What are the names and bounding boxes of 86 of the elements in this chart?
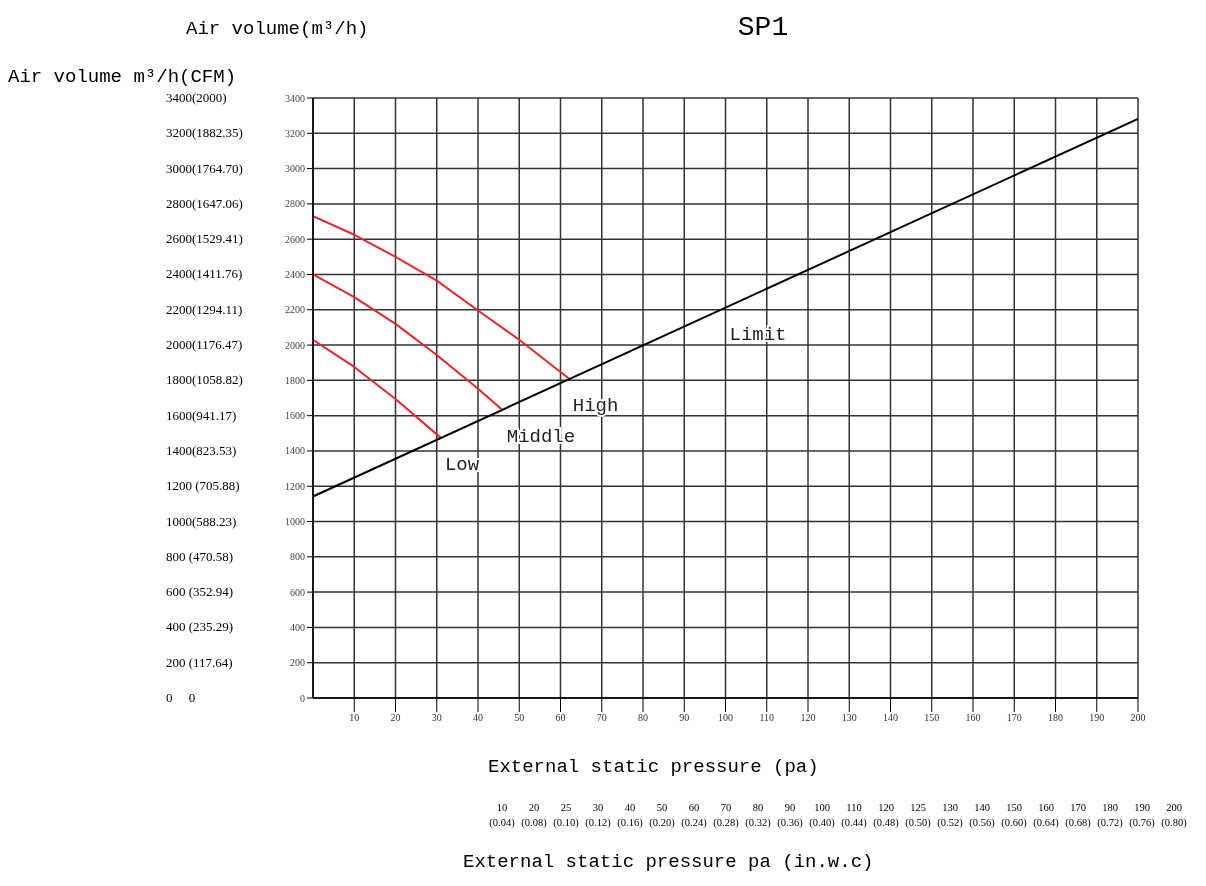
y-tick-label: 600 [290,586,305,598]
text: 25 (0.10) [552,801,580,830]
y-tick-label: 2600 [285,233,305,245]
text: 1000(588.23) [166,513,237,530]
y-tick-label: 200 [290,657,305,669]
text: 125 (0.50) [904,801,932,830]
text: 0 0 [166,690,196,706]
line-series [313,215,570,380]
y-tick-label: 1800 [285,374,305,386]
text: 10 (0.04) [488,801,516,830]
line-series [313,338,442,439]
y-axis-title: Air volume(m³/h) [186,18,369,40]
y-tick-label: 2000 [285,339,305,351]
y-tick-label: 3000 [285,163,305,175]
text: 90 (0.36) [776,801,804,830]
text: 140 (0.56) [968,801,996,830]
x-tick-label: 150 [924,712,940,724]
y-tick-label: 0 [300,692,305,704]
y-tick-label: 1200 [285,480,305,492]
text: 190 (0.76) [1128,801,1156,830]
x-tick-label: 50 [514,712,525,724]
y-tick-label: 1600 [285,410,305,422]
text: 50 (0.20) [648,801,676,830]
text: 20 (0.08) [520,801,548,830]
text: 600 (352.94) [166,584,234,601]
text: 120 (0.48) [872,801,900,830]
x-tick-label: 180 [1048,712,1063,724]
text: 80 (0.32) [744,801,772,830]
text: 1600(941.17) [166,407,237,424]
y-tick-label: 1000 [285,516,305,528]
text: 110 (0.44) [840,801,868,830]
text: 150 (0.60) [1000,801,1028,830]
text: 170 (0.68) [1064,801,1092,830]
y-tick-label: 3200 [285,127,305,139]
text: 60 (0.24) [680,801,708,830]
y-tick-label: 1400 [285,445,305,457]
x-tick-label: 120 [800,712,816,724]
text: 100 (0.40) [808,801,836,830]
text: 180 (0.72) [1096,801,1124,830]
x-tick-label: 100 [718,712,733,724]
x-tick-label: 190 [1089,712,1105,724]
text: Air volume m³/h(CFM) [8,66,237,88]
text: 2800(1647.06) [166,195,243,212]
text: 800 (470.58) [166,548,234,565]
x-tick-label: 10 [349,712,360,724]
text: 2000(1176.47) [166,337,243,354]
text: 2400(1411.76) [166,266,243,283]
x-tick-label: 200 [1130,712,1146,724]
x-tick-label: 110 [759,712,775,724]
x-tick-label: 160 [965,712,981,724]
text: 70 (0.28) [712,801,740,830]
x-tick-label: 140 [883,712,898,724]
text: 3000(1764.70) [166,160,243,177]
y-tick-label: 2200 [285,304,305,316]
x-tick-label: 40 [473,712,483,724]
x-tick-label: 70 [596,712,607,724]
line-series [313,273,504,412]
text: 1800(1058.82) [166,372,243,389]
text: 2600(1529.41) [166,231,243,248]
x-tick-label: 30 [431,712,442,724]
text: 160 (0.64) [1032,801,1060,830]
chart-title: SP1 [737,12,789,43]
y-tick-label: 2800 [285,198,305,210]
y-tick-label: 2400 [285,269,305,281]
x-tick-label: 130 [841,712,857,724]
y-tick-label: 800 [290,551,305,563]
x-tick-label: 60 [555,712,566,724]
text: 3200(1882.35) [166,125,243,142]
y-tick-label: 400 [290,621,305,633]
x-tick-label: 90 [679,712,690,724]
text: 2200(1294.11) [166,301,243,318]
y-tick-label: 3400 [285,92,305,104]
text: External static pressure pa (in.w.c) [463,851,874,873]
text: 3400(2000) [166,90,227,106]
x-tick-label: 20 [390,712,401,724]
x-tick-label: 170 [1006,712,1022,724]
text: 1200 (705.88) [166,478,240,495]
text: 30 (0.12) [584,801,612,830]
text: 400 (235.29) [166,619,234,636]
x-axis-title: External static pressure (pa) [488,756,819,778]
text: 40 (0.16) [616,801,644,830]
text: 200 (0.80) [1160,801,1188,830]
x-tick-label: 80 [638,712,648,724]
text: 130 (0.52) [936,801,964,830]
text: 200 (117.64) [166,654,233,671]
text: 1400(823.53) [166,442,237,459]
